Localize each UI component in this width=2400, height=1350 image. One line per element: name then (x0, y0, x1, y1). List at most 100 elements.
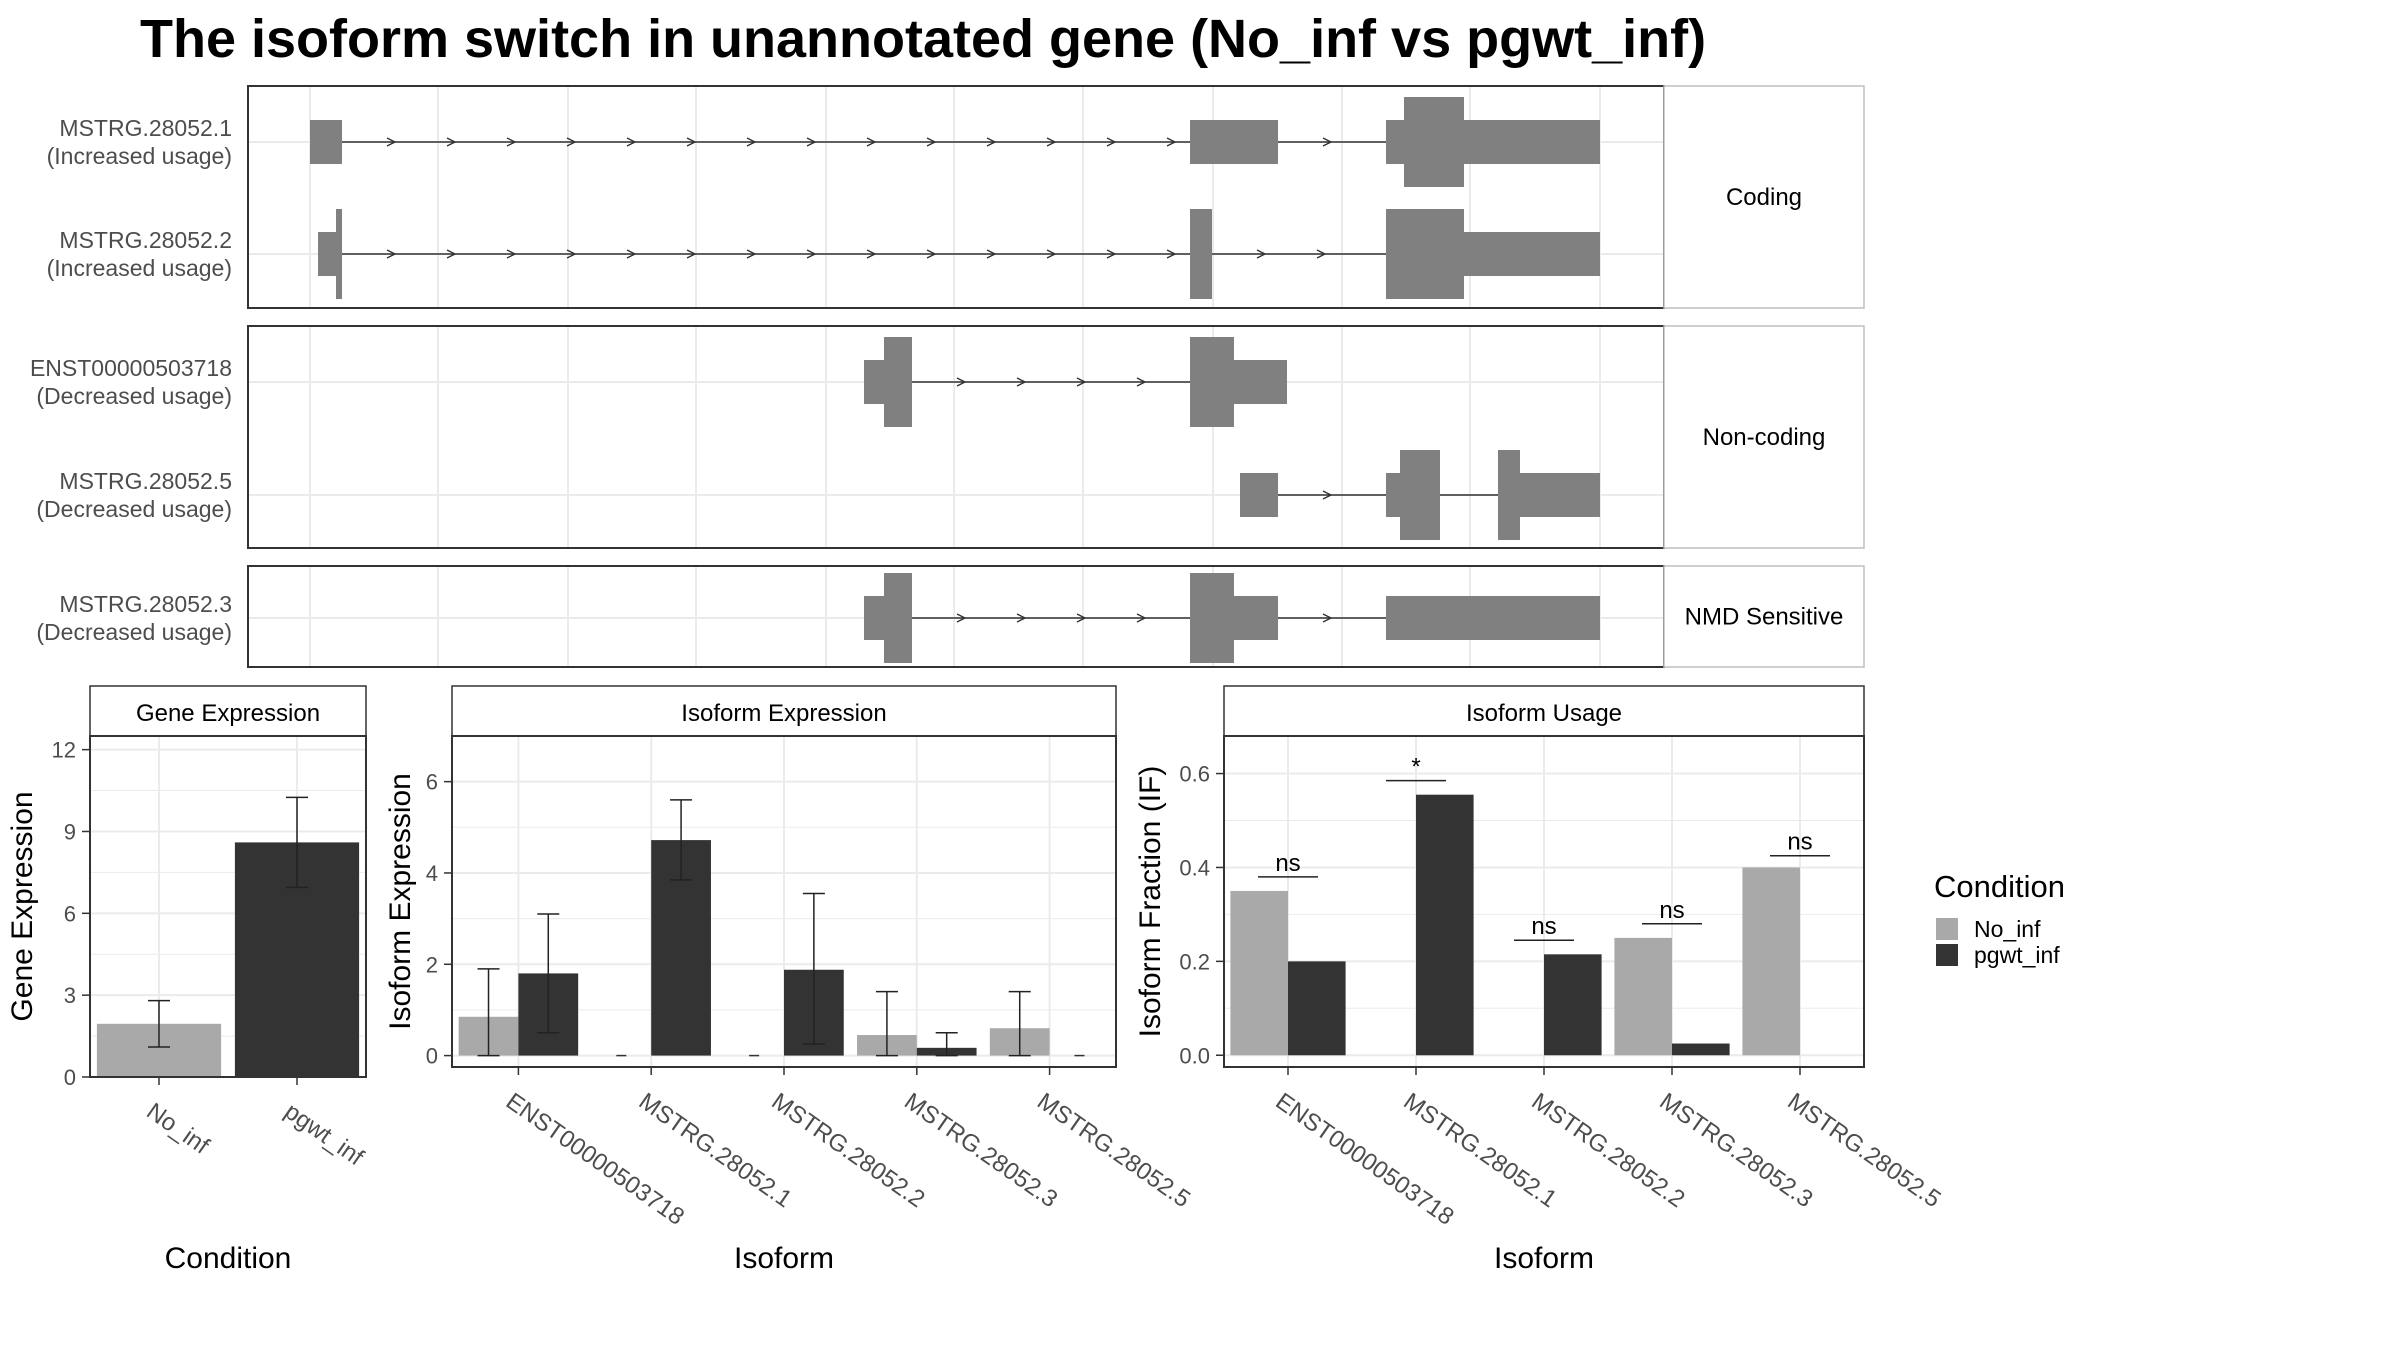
isoform-label: MSTRG.28052.3 (59, 591, 232, 617)
legend-label: No_inf (1974, 916, 2041, 942)
category-strip (1663, 325, 1865, 549)
bar (1416, 794, 1474, 1056)
exon (1386, 596, 1600, 640)
isoform-usage-label: (Increased usage) (47, 143, 232, 169)
intron-arrow (1016, 613, 1027, 623)
intron-arrow (1046, 137, 1057, 147)
exon (884, 573, 912, 663)
bar (1742, 867, 1800, 1056)
intron-arrow (686, 137, 697, 147)
exon (864, 360, 884, 404)
intron-arrow (1166, 137, 1177, 147)
intron-arrow (1256, 249, 1267, 259)
x-axis-title: Isoform (1494, 1242, 1594, 1275)
intron-arrow (806, 137, 817, 147)
chart-panel-1: Isoform Expression0246ENST00000503718MST… (384, 685, 1195, 1275)
legend-title: Condition (1934, 869, 2065, 904)
chart-panel-0: Gene Expression 0 3 6 9 12 No_inf pgwt_inf Gene … (6, 685, 369, 1275)
intron-arrow (1322, 613, 1333, 623)
intron-arrow (746, 137, 757, 147)
intron-arrow (386, 249, 397, 259)
intron-arrow (986, 137, 997, 147)
exon (1386, 473, 1400, 517)
significance-label: * (1411, 754, 1420, 781)
significance-label: ns (1659, 897, 1684, 924)
isoform-usage-label: (Decreased usage) (36, 619, 232, 645)
y-tick-label: 2 (426, 952, 438, 977)
y-tick-label: 0.6 (1179, 762, 1210, 787)
intron-arrow (866, 249, 877, 259)
y-tick-label: 0 (64, 1065, 76, 1090)
exon (1464, 120, 1600, 164)
category-label: NMD Sensitive (1685, 604, 1844, 631)
y-tick-label: 0 (426, 1044, 438, 1069)
category-label: Coding (1726, 184, 1802, 211)
category-strip (1663, 565, 1865, 668)
exon (1190, 573, 1234, 663)
panel-border (89, 735, 367, 1078)
x-axis-title: Isoform (734, 1242, 834, 1275)
panel-strip (451, 685, 1117, 737)
bar (1672, 1043, 1730, 1056)
isoform-label: MSTRG.28052.5 (59, 468, 232, 494)
intron-arrow (506, 137, 517, 147)
exon (1464, 232, 1600, 276)
structure-panel-bg (248, 326, 1664, 548)
legend-label: pgwt_inf (1974, 942, 2060, 968)
intron-arrow (566, 137, 577, 147)
exon (1190, 120, 1278, 164)
panel-strip (1223, 685, 1865, 737)
intron-arrow (1316, 249, 1327, 259)
legend-swatch (1936, 944, 1958, 966)
exon (1234, 360, 1287, 404)
y-tick-label: 0.0 (1179, 1043, 1210, 1068)
intron-arrow (1016, 377, 1027, 387)
intron-arrow (446, 249, 457, 259)
intron-arrow (1046, 249, 1057, 259)
intron-arrow (986, 249, 997, 259)
y-tick-label: 0.2 (1179, 949, 1210, 974)
exon (1240, 473, 1278, 517)
intron-arrow (1136, 377, 1147, 387)
structure-panel-2: NMD Sensitive (247, 565, 1865, 668)
chart-panel-2: Isoform Usage0.00.20.40.6nsENST000005037… (1134, 685, 1946, 1275)
intron-arrow (926, 249, 937, 259)
intron-arrow (1322, 137, 1333, 147)
y-tick-label: 3 (64, 983, 76, 1008)
intron-arrow (926, 137, 937, 147)
exon (1520, 473, 1600, 517)
exon (336, 209, 342, 299)
intron-arrow (956, 613, 967, 623)
y-axis-title: Gene Expression (6, 791, 39, 1021)
category-strip (1663, 85, 1865, 309)
y-tick-label: 6 (426, 770, 438, 795)
category-label: Non-coding (1703, 424, 1826, 451)
y-tick-label: 6 (64, 901, 76, 926)
y-tick-label: 9 (64, 819, 76, 844)
bar (1288, 961, 1346, 1056)
panel-border (451, 735, 1117, 1068)
isoform-label: MSTRG.28052.2 (59, 227, 232, 253)
intron-arrow (506, 249, 517, 259)
exon (864, 596, 884, 640)
y-axis-title: Isoform Fraction (IF) (1134, 766, 1167, 1038)
exon (1190, 209, 1212, 299)
y-tick-label: 0.4 (1179, 855, 1210, 880)
intron-arrow (626, 137, 637, 147)
intron-arrow (566, 249, 577, 259)
y-tick-label: 4 (426, 861, 438, 886)
significance-label: ns (1787, 829, 1812, 856)
intron-arrow (806, 249, 817, 259)
intron-arrow (1106, 137, 1117, 147)
intron-arrow (866, 137, 877, 147)
x-axis-title: Condition (165, 1242, 292, 1275)
intron-arrow (746, 249, 757, 259)
panel-title: Gene Expression (136, 700, 320, 727)
intron-arrow (1106, 249, 1117, 259)
y-tick-label: 12 (52, 738, 76, 763)
intron-arrow (1322, 490, 1333, 500)
x-tick-label: No_inf (142, 1098, 215, 1160)
legend-swatch (1936, 918, 1958, 940)
intron-arrow (626, 249, 637, 259)
